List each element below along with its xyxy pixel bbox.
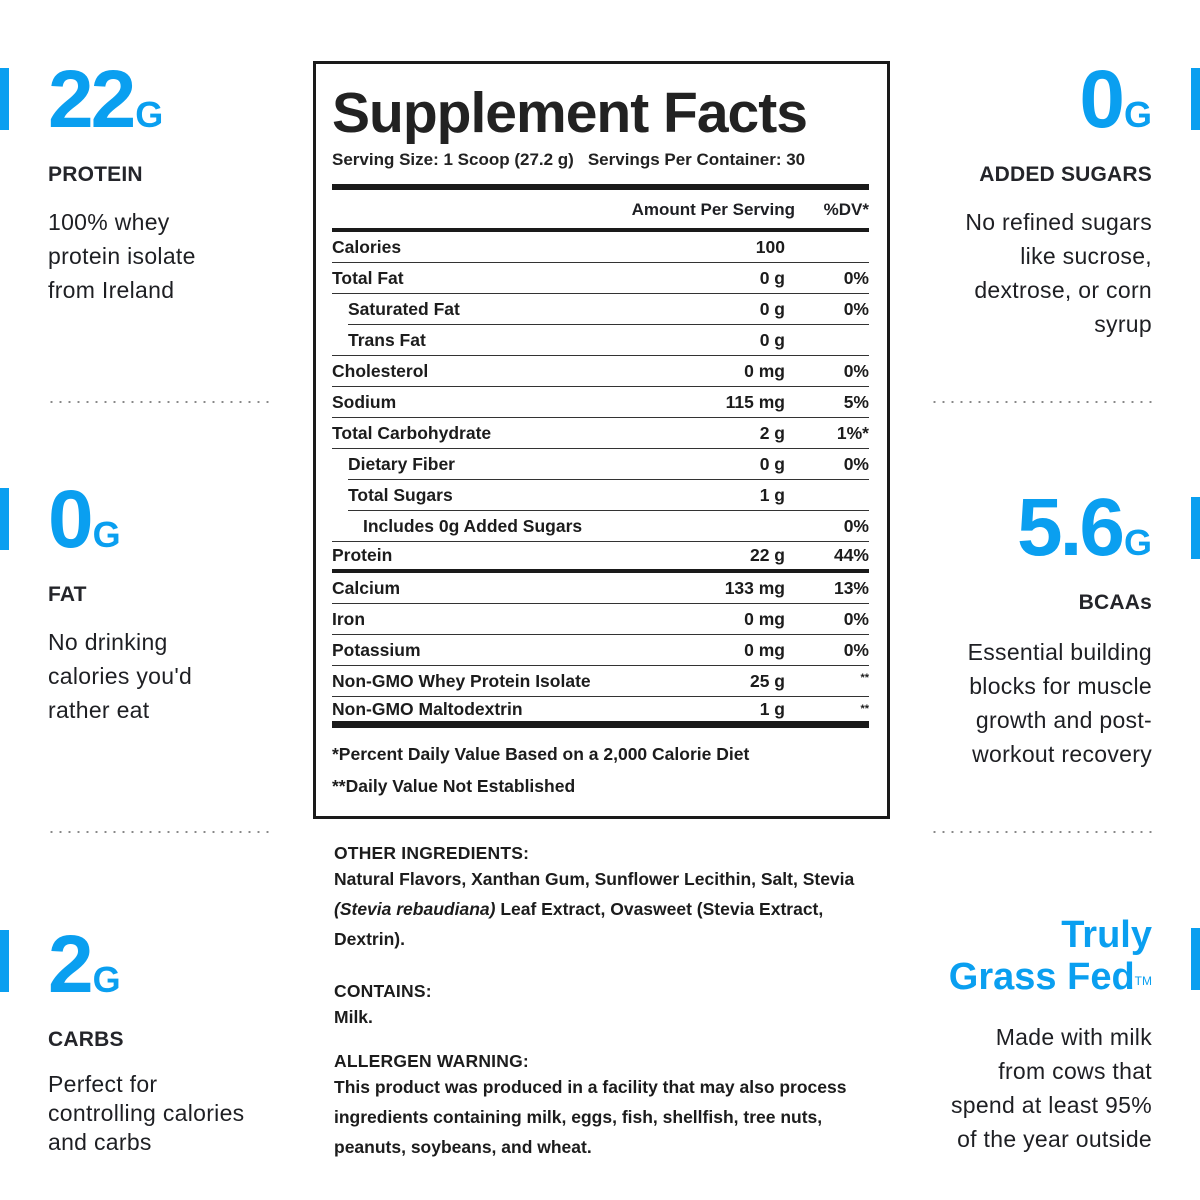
feature-grass-fed: Truly Grass FedTM Made with milk from cow… [902, 914, 1152, 1156]
feature-value: 0G [1079, 54, 1152, 145]
servings-per-container: Servings Per Container: 30 [587, 150, 806, 169]
accent-bar-right-3 [1191, 928, 1200, 990]
divider-dots [47, 831, 271, 833]
facts-row: Sodium 115 mg 5% [332, 387, 869, 418]
accent-bar-left-2 [0, 488, 9, 550]
allergen-text: This product was produced in a facility … [334, 1077, 847, 1157]
allergen-heading: ALLERGEN WARNING: [334, 1051, 529, 1071]
feature-label: BCAAs [1078, 591, 1152, 614]
facts-row: Non-GMO Whey Protein Isolate 25 g ** [332, 666, 869, 697]
facts-row: Total Sugars 1 g [348, 480, 869, 511]
feature-value: 22G [48, 54, 164, 145]
feature-label: PROTEIN [48, 163, 143, 186]
contains-section: CONTAINS: Milk. [334, 981, 874, 1032]
facts-header-row: Amount Per Serving %DV* [332, 190, 869, 228]
facts-row: Cholesterol 0 mg 0% [332, 356, 869, 387]
feature-label: ADDED SUGARS [979, 163, 1152, 186]
other-ingredients-heading: OTHER INGREDIENTS: [334, 843, 530, 863]
facts-row: Protein 22 g 44% [332, 542, 869, 573]
header-dv: %DV* [823, 200, 869, 219]
feature-label: FAT [48, 583, 87, 606]
serving-info: Serving Size: 1 Scoop (27.2 g) Servings P… [332, 150, 869, 170]
other-ingredients-text: Natural Flavors, Xanthan Gum, Sunflower … [334, 869, 855, 949]
feature-desc: No refined sugars like sucrose, dextrose, … [965, 209, 1152, 337]
feature-desc: Made with milk from cows that spend at lea… [950, 1024, 1152, 1152]
accent-bar-left-3 [0, 930, 9, 992]
feature-protein: 22G PROTEIN 100% whey protein isolate from… [48, 54, 288, 307]
divider-dots [930, 831, 1154, 833]
facts-row: Calories 100 [332, 232, 869, 263]
footnote-dv: *Percent Daily Value Based on a 2,000 Ca… [332, 744, 750, 764]
feature-carbs: 2G CARBS Perfect for controlling calories… [48, 919, 308, 1157]
facts-row: Total Fat 0 g 0% [332, 263, 869, 294]
header-amount: Amount Per Serving [631, 200, 795, 219]
divider-dots [47, 401, 271, 403]
allergen-warning: ALLERGEN WARNING: This product was produ… [334, 1051, 864, 1162]
feature-bcaas: 5.6G BCAAs Essential building blocks for … [912, 482, 1152, 771]
divider-medium [332, 228, 869, 232]
facts-row: Total Carbohydrate 2 g 1%* [332, 418, 869, 449]
serving-size: Serving Size: 1 Scoop (27.2 g) [332, 150, 574, 169]
facts-row: Includes 0g Added Sugars 0% [332, 511, 869, 542]
feature-value: 2G [48, 919, 121, 1010]
feature-added-sugars: 0G ADDED SUGARS No refined sugars like su… [912, 54, 1152, 341]
feature-desc: 100% whey protein isolate from Ireland [48, 209, 196, 303]
divider-dots [930, 401, 1154, 403]
feature-desc: Essential building blocks for muscle growt… [967, 639, 1152, 767]
facts-row: Saturated Fat 0 g 0% [348, 294, 869, 325]
supplement-facts-panel: Supplement Facts Serving Size: 1 Scoop (… [313, 61, 890, 819]
feature-desc: No drinking calories you'd rather eat [48, 629, 193, 723]
facts-title: Supplement Facts [332, 81, 808, 145]
facts-row: Trans Fat 0 g [332, 325, 869, 356]
accent-bar-right-1 [1191, 68, 1200, 130]
facts-row: Iron 0 mg 0% [332, 604, 869, 635]
divider-thick [332, 184, 869, 190]
accent-bar-left-1 [0, 68, 9, 130]
facts-row: Non-GMO Maltodextrin 1 g ** [332, 697, 869, 728]
trademark-symbol: TM [1134, 974, 1152, 988]
footnote-not-established: **Daily Value Not Established [332, 776, 576, 796]
contains-text: Milk. [334, 1007, 373, 1027]
accent-bar-right-2 [1191, 497, 1200, 559]
feature-fat: 0G FAT No drinking calories you'd rather e… [48, 474, 288, 727]
facts-row: Potassium 0 mg 0% [332, 635, 869, 666]
feature-value: 0G [48, 474, 121, 565]
facts-row: Dietary Fiber 0 g 0% [348, 449, 869, 480]
contains-heading: CONTAINS: [334, 981, 432, 1001]
brand-line-1: Truly [1061, 914, 1152, 956]
other-ingredients: OTHER INGREDIENTS: Natural Flavors, Xant… [334, 843, 874, 954]
brand-line-2: Grass FedTM [948, 956, 1152, 998]
feature-desc: Perfect for controlling calories and carbs [48, 1071, 245, 1155]
facts-row: Calcium 133 mg 13% [332, 573, 869, 604]
feature-value: 5.6G [1016, 482, 1152, 573]
feature-label: CARBS [48, 1028, 124, 1051]
facts-footnotes: *Percent Daily Value Based on a 2,000 Ca… [332, 738, 869, 802]
